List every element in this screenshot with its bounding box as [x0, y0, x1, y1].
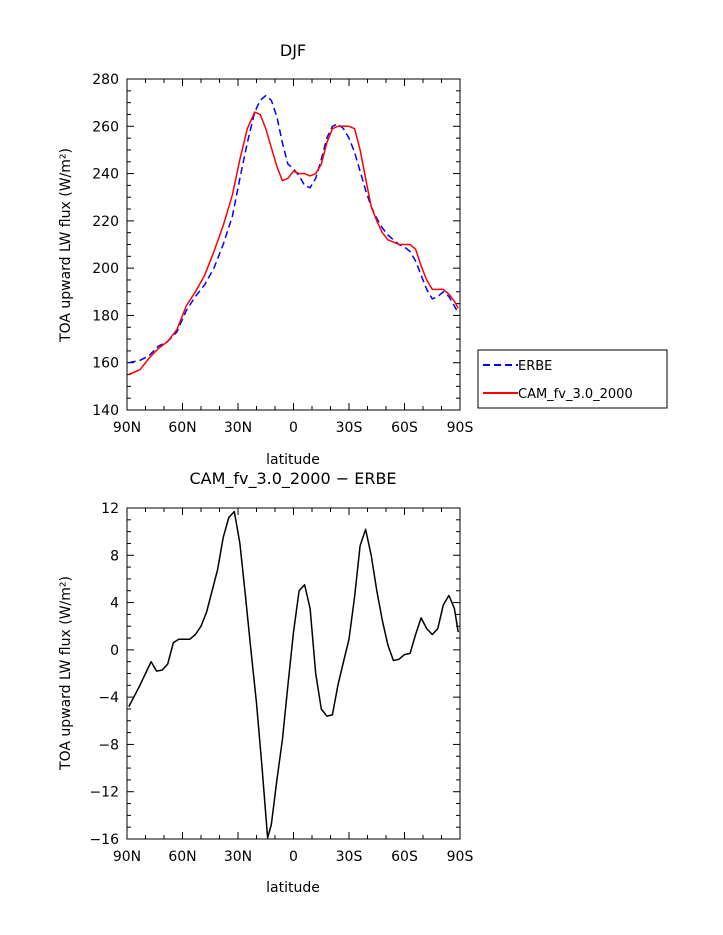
chart-panel-djf: DJF 90N 60N 30N 0 30S 60S 90S 140 160 180 200 220 24… — [58, 41, 473, 468]
y-tick-label: −16 — [89, 832, 119, 848]
x-tick-label: 30S — [336, 849, 363, 865]
y-tick-label: 280 — [92, 72, 119, 88]
x-tick-label: 30S — [336, 420, 363, 436]
x-tick-label: 30N — [224, 849, 252, 865]
y-tick-label: −8 — [98, 737, 119, 753]
y-tick-label: 180 — [92, 308, 119, 324]
y-tick-label: 240 — [92, 167, 119, 183]
y-tick-label: 200 — [92, 261, 119, 277]
series-line-erbe — [128, 94, 459, 364]
x-tick-label: 90S — [447, 420, 474, 436]
x-tick-label: 60S — [391, 849, 418, 865]
plot-frame — [126, 78, 461, 411]
series-lines — [128, 94, 459, 376]
y-tick-label: 4 — [110, 596, 119, 612]
y-tick-label: −4 — [98, 690, 119, 706]
chart-title: DJF — [280, 41, 306, 60]
y-tick-label: 12 — [101, 501, 119, 517]
y-tick-label: 160 — [92, 356, 119, 372]
series-line-difference — [128, 510, 459, 839]
x-tick-label: 30N — [224, 420, 252, 436]
y-tick-label: 260 — [92, 119, 119, 135]
x-tick-label: 60N — [168, 849, 196, 865]
y-tick-label: −12 — [89, 785, 119, 801]
y-tick-label: 220 — [92, 214, 119, 230]
y-axis-label: TOA upward LW flux (W/m²) — [58, 576, 74, 771]
x-tick-label: 60S — [391, 420, 418, 436]
chart-panel-difference: CAM_fv_3.0_2000 − ERBE 90N 60N 30N 0 30S 60S 9… — [58, 469, 473, 896]
x-tick-label: 90N — [113, 420, 141, 436]
x-tick-label: 0 — [289, 420, 298, 436]
y-tick-label: 8 — [110, 548, 119, 564]
x-tick-label: 0 — [289, 849, 298, 865]
legend-box — [477, 349, 668, 409]
series-lines — [128, 510, 459, 839]
chart-title: CAM_fv_3.0_2000 − ERBE — [189, 469, 396, 489]
x-tick-label: 60N — [168, 420, 196, 436]
axis-ticks: 90N 60N 30N 0 30S 60S 90S 140 160 180 200 220 240 260… — [92, 72, 473, 436]
x-axis-label: latitude — [266, 880, 320, 896]
axis-ticks: 90N 60N 30N 0 30S 60S 90S −16 −12 −8 −4 0 4 8 12 — [89, 501, 473, 865]
legend-label-erbe: ERBE — [518, 359, 552, 374]
y-tick-label: 140 — [92, 403, 119, 419]
x-tick-label: 90N — [113, 849, 141, 865]
x-axis-label: latitude — [266, 452, 320, 468]
y-axis-label: TOA upward LW flux (W/m²) — [58, 148, 74, 343]
legend: ERBE CAM_fv_3.0_2000 — [477, 349, 668, 409]
series-line-cam-fv-3-0-2000 — [128, 111, 459, 376]
y-tick-label: 0 — [110, 643, 119, 659]
plot-frame — [126, 507, 461, 840]
x-tick-label: 90S — [447, 849, 474, 865]
legend-label-cam: CAM_fv_3.0_2000 — [518, 387, 633, 402]
